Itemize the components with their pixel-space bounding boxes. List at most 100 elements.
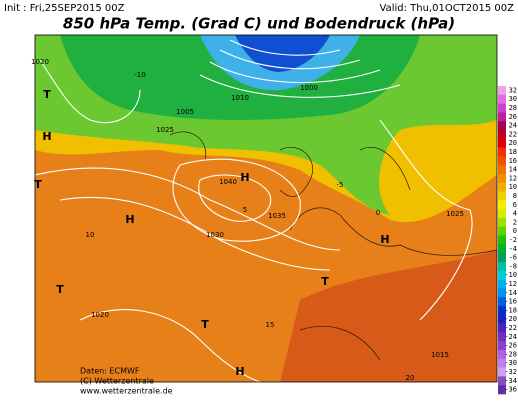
legend-label: -4: [509, 245, 517, 253]
legend-swatch: [498, 121, 506, 131]
contour-label: 1005: [176, 108, 194, 116]
legend-label: -10: [504, 271, 517, 279]
legend-swatch: [498, 200, 506, 210]
contour-label: 1035: [268, 212, 286, 220]
legend-label: -32: [504, 368, 517, 376]
isobar: [39, 59, 141, 124]
pressure-center: H: [235, 365, 244, 378]
legend-label: 6: [513, 201, 517, 209]
legend-swatch: [498, 376, 506, 386]
legend-swatch: [498, 156, 506, 166]
legend-label: 20: [509, 139, 517, 147]
legend-label: 22: [509, 130, 517, 138]
legend-label: -26: [504, 342, 517, 350]
legend-label: -24: [504, 333, 517, 341]
footer-line: Daten: ECMWF: [80, 367, 140, 376]
legend-swatch: [498, 314, 506, 324]
legend-swatch: [498, 244, 506, 254]
contour-label: 1020: [91, 311, 109, 319]
isobar: [199, 39, 401, 98]
contour-label: 1020: [31, 58, 49, 66]
legend-label: -30: [504, 359, 517, 367]
map: HTTHHHTTHT102010251030103510401010100510…: [31, 34, 498, 383]
legend-swatch: [498, 209, 506, 219]
pressure-center: T: [43, 88, 51, 101]
legend-label: 10: [509, 183, 517, 191]
footer-line: (C) Wetterzentrale: [80, 377, 154, 386]
valid-time: Valid: Thu,01OCT2015 00Z: [380, 3, 515, 14]
legend-swatch: [498, 86, 506, 96]
legend-label: -6: [509, 254, 517, 262]
pressure-center: H: [380, 233, 389, 246]
legend-label: 4: [513, 210, 517, 218]
legend-swatch: [498, 297, 506, 307]
legend-swatch: [498, 138, 506, 148]
legend-swatch: [498, 323, 506, 333]
legend-label: -28: [504, 350, 517, 358]
legend-label: 24: [509, 122, 517, 130]
legend-swatch: [498, 147, 506, 157]
legend-swatch: [498, 367, 506, 377]
legend-swatch: [498, 235, 506, 245]
isobar: [379, 119, 473, 321]
isobar: [79, 309, 261, 382]
legend-swatch: [498, 191, 506, 201]
legend-swatch: [498, 306, 506, 316]
legend-swatch: [498, 218, 506, 228]
legend-label: 28: [509, 104, 517, 112]
legend-label: -20: [504, 315, 517, 323]
contour-label: -10: [134, 71, 145, 79]
contour-label: 5: [243, 206, 247, 214]
legend-swatch: [498, 226, 506, 236]
legend-swatch: [498, 350, 506, 360]
legend-label: 8: [513, 192, 517, 200]
legend-swatch: [498, 112, 506, 122]
map-frame: [34, 34, 498, 383]
legend-swatch: [498, 279, 506, 289]
legend-label: -18: [504, 306, 517, 314]
contour-label: 0: [376, 209, 380, 217]
contour-label: -5: [337, 181, 344, 189]
contour-label: 20: [406, 374, 415, 382]
legend-label: 32: [509, 86, 517, 94]
hot-field: [280, 250, 497, 382]
coldest-field: [235, 35, 330, 72]
pressure-center: H: [42, 130, 51, 143]
contour-label: 1010: [231, 94, 249, 102]
isobar: [198, 174, 272, 222]
contour-label: 1040: [219, 178, 237, 186]
pressure-center: T: [321, 275, 329, 288]
map-title: 850 hPa Temp. (Grad C) und Bodendruck (h…: [63, 15, 455, 33]
legend-label: -8: [509, 262, 517, 270]
legend-label: -2: [509, 236, 517, 244]
pressure-center: T: [201, 318, 209, 331]
legend-swatch: [498, 103, 506, 113]
footer-line: www.wetterzentrale.de: [80, 387, 173, 396]
legend-label: -16: [504, 298, 517, 306]
isobar: [172, 158, 301, 242]
init-time: Init : Fri,25SEP2015 00Z: [4, 3, 125, 14]
legend-swatch: [498, 385, 506, 395]
legend-label: 16: [509, 157, 517, 165]
legend-swatch: [498, 165, 506, 175]
legend-swatch: [498, 358, 506, 368]
legend-swatch: [498, 262, 506, 272]
coastline: [169, 131, 497, 361]
contour-label: 1015: [431, 351, 449, 359]
legend-label: 12: [509, 174, 517, 182]
legend-swatch: [498, 174, 506, 184]
pressure-center: T: [34, 178, 42, 191]
legend-swatch: [498, 288, 506, 298]
legend-label: 0: [513, 227, 517, 235]
legend-label: 30: [509, 95, 517, 103]
contour-label: 1025: [446, 210, 464, 218]
pressure-center: H: [125, 213, 134, 226]
legend-swatch: [498, 270, 506, 280]
color-legend: 32302826242220181614121086420-2-4-6-8-10…: [498, 86, 517, 395]
legend-label: 26: [509, 113, 517, 121]
map-labels: HTTHHHTTHT102010251030103510401010100510…: [31, 58, 464, 382]
legend-label: 2: [513, 218, 517, 226]
legend-swatch: [498, 94, 506, 104]
legend-label: -12: [504, 280, 517, 288]
